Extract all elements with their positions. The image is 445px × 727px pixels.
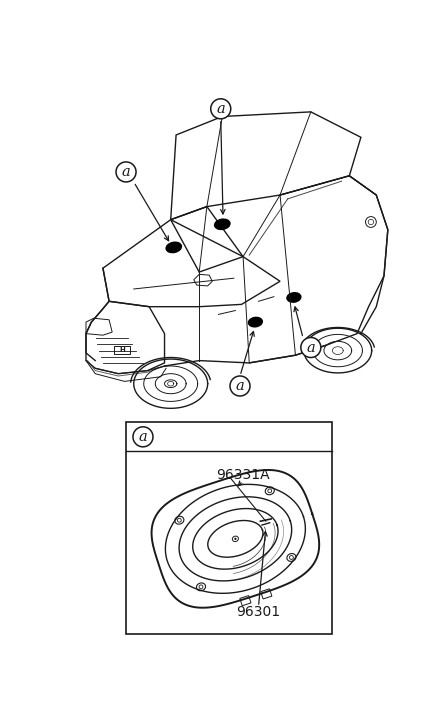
Text: a: a xyxy=(138,430,147,443)
Ellipse shape xyxy=(196,583,206,591)
Ellipse shape xyxy=(234,538,237,540)
Text: a: a xyxy=(235,379,244,393)
Text: 96331A: 96331A xyxy=(216,467,270,481)
Circle shape xyxy=(116,162,136,182)
Text: 96301: 96301 xyxy=(236,606,280,619)
Bar xyxy=(261,589,272,599)
Text: a: a xyxy=(121,165,130,179)
Ellipse shape xyxy=(286,292,302,303)
Polygon shape xyxy=(194,274,212,286)
Bar xyxy=(126,422,332,634)
Text: H: H xyxy=(119,347,125,353)
Circle shape xyxy=(211,99,231,119)
Text: a: a xyxy=(307,340,315,355)
Ellipse shape xyxy=(248,317,263,328)
Ellipse shape xyxy=(287,553,296,561)
Ellipse shape xyxy=(175,516,184,524)
Ellipse shape xyxy=(265,487,274,495)
Text: a: a xyxy=(216,102,225,116)
Circle shape xyxy=(133,427,153,447)
Ellipse shape xyxy=(166,241,182,253)
Bar xyxy=(240,595,251,606)
Circle shape xyxy=(301,337,321,358)
Ellipse shape xyxy=(214,218,231,230)
Circle shape xyxy=(230,376,250,396)
Bar xyxy=(114,346,130,353)
